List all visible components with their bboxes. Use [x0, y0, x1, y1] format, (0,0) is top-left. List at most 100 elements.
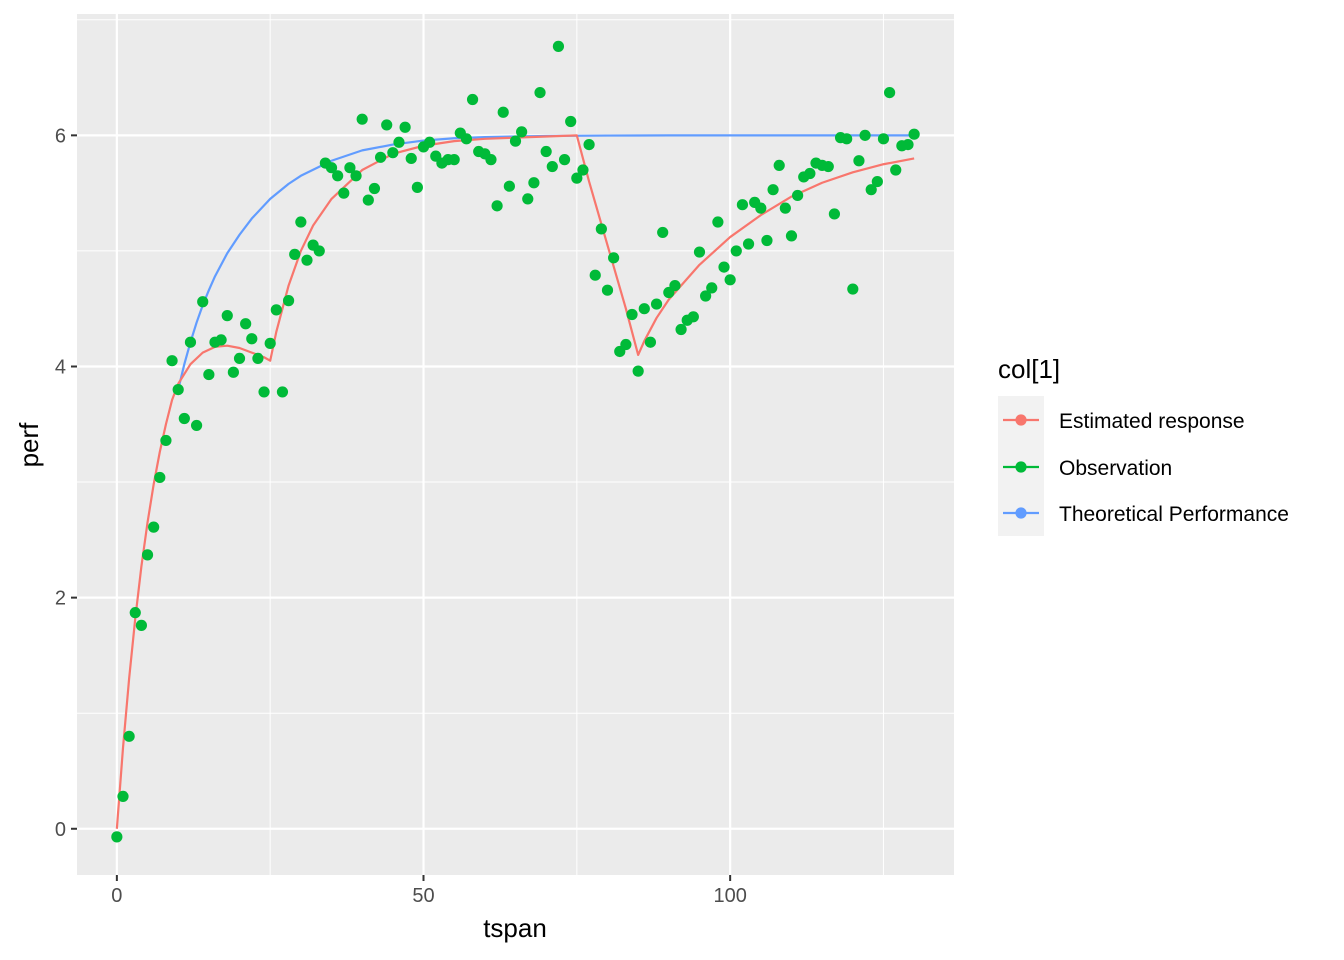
data-point-observation — [460, 133, 473, 145]
data-point-observation — [767, 184, 779, 196]
plot-panel — [77, 14, 954, 875]
data-point-observation — [374, 151, 387, 163]
data-point-observation — [908, 128, 920, 140]
data-point-observation — [129, 607, 141, 619]
data-point-observation — [516, 126, 528, 138]
data-point-observation — [902, 138, 914, 151]
legend-label-theoretical-performance: Theoretical Performance — [1059, 503, 1289, 526]
x-tick-labels: 0 50 100 — [111, 885, 747, 907]
data-point-observation — [528, 177, 540, 189]
data-point-observation — [258, 386, 270, 398]
data-point-observation — [595, 223, 607, 235]
data-point-observation — [589, 269, 601, 281]
data-point-observation — [847, 283, 859, 295]
data-point-observation — [736, 199, 749, 211]
data-point-observation — [252, 352, 264, 364]
data-point-observation — [558, 154, 571, 166]
data-point-observation — [233, 352, 246, 364]
data-point-observation — [344, 162, 356, 174]
data-point-observation — [184, 336, 197, 348]
data-point-observation — [325, 162, 338, 174]
data-point-observation — [804, 167, 816, 180]
data-point-observation — [160, 434, 172, 447]
data-point-observation — [712, 216, 724, 228]
data-point-observation — [221, 310, 233, 322]
data-point-observation — [755, 202, 767, 214]
data-point-observation — [166, 355, 178, 367]
data-point-observation — [289, 248, 301, 260]
data-point-observation — [853, 155, 865, 167]
data-point-observation — [148, 521, 160, 533]
data-point-observation — [822, 160, 834, 173]
data-point-observation — [509, 135, 522, 147]
data-point-observation — [565, 115, 577, 128]
data-point-observation — [865, 184, 877, 196]
data-point-observation — [608, 252, 620, 264]
legend-key-point-theoretical-performance — [1015, 507, 1027, 519]
data-point-observation — [424, 136, 436, 148]
data-point-observation — [724, 274, 736, 286]
data-point-observation — [491, 200, 503, 212]
data-point-observation — [785, 230, 798, 242]
data-point-observation — [546, 160, 558, 173]
data-point-observation — [792, 189, 804, 202]
data-point-observation — [240, 318, 252, 330]
data-point-observation — [859, 129, 871, 141]
data-point-observation — [871, 175, 883, 188]
data-point-observation — [282, 295, 295, 307]
data-point-observation — [338, 187, 350, 199]
data-point-observation — [577, 164, 589, 176]
data-point-observation — [466, 93, 479, 106]
data-point-observation — [540, 145, 552, 158]
data-point-observation — [448, 154, 460, 166]
data-point-observation — [301, 254, 313, 266]
data-point-observation — [620, 338, 632, 351]
y-tick-label: 6 — [55, 125, 66, 147]
data-point-observation — [552, 40, 565, 52]
data-point-observation — [381, 119, 393, 131]
data-point-observation — [485, 154, 497, 166]
data-point-observation — [190, 419, 203, 432]
data-point-observation — [773, 159, 785, 171]
legend-title: col[1] — [998, 354, 1060, 384]
data-point-observation — [172, 384, 184, 396]
data-point-observation — [669, 279, 681, 292]
x-tick-label: 100 — [713, 885, 746, 907]
x-tick-label: 0 — [111, 885, 122, 907]
data-point-observation — [730, 245, 742, 257]
data-point-observation — [215, 334, 227, 346]
data-point-observation — [693, 246, 706, 258]
data-point-observation — [356, 113, 368, 125]
data-point-observation — [884, 86, 896, 99]
data-point-observation — [227, 366, 239, 378]
data-point-observation — [650, 298, 663, 310]
x-axis-title: tspan — [483, 913, 547, 943]
data-point-observation — [626, 308, 638, 321]
data-point-observation — [154, 471, 166, 484]
axis-ticks — [71, 134, 732, 881]
legend-label-estimated-response: Estimated response — [1059, 410, 1245, 433]
legend-items: Estimated response Observation Theoretical… — [1003, 410, 1289, 526]
y-tick-label: 2 — [55, 588, 66, 610]
data-point-observation — [632, 365, 644, 377]
data-point-observation — [571, 172, 583, 184]
data-point-observation — [718, 261, 730, 273]
data-point-observation — [583, 138, 595, 151]
data-point-observation — [123, 730, 135, 742]
data-point-observation — [135, 619, 147, 631]
data-point-observation — [700, 290, 712, 302]
data-point-observation — [687, 311, 699, 323]
data-point-observation — [203, 368, 215, 381]
series-layer — [111, 40, 920, 843]
data-point-observation — [399, 121, 411, 133]
data-point-observation — [411, 181, 423, 193]
data-point-observation — [601, 284, 614, 296]
data-point-observation — [828, 208, 841, 220]
data-point-observation — [638, 303, 650, 315]
data-point-observation — [350, 170, 362, 182]
data-point-observation — [497, 106, 509, 118]
data-point-observation — [522, 193, 534, 205]
data-point-observation — [387, 147, 399, 159]
data-point-observation — [890, 164, 902, 176]
data-point-observation — [761, 234, 773, 247]
